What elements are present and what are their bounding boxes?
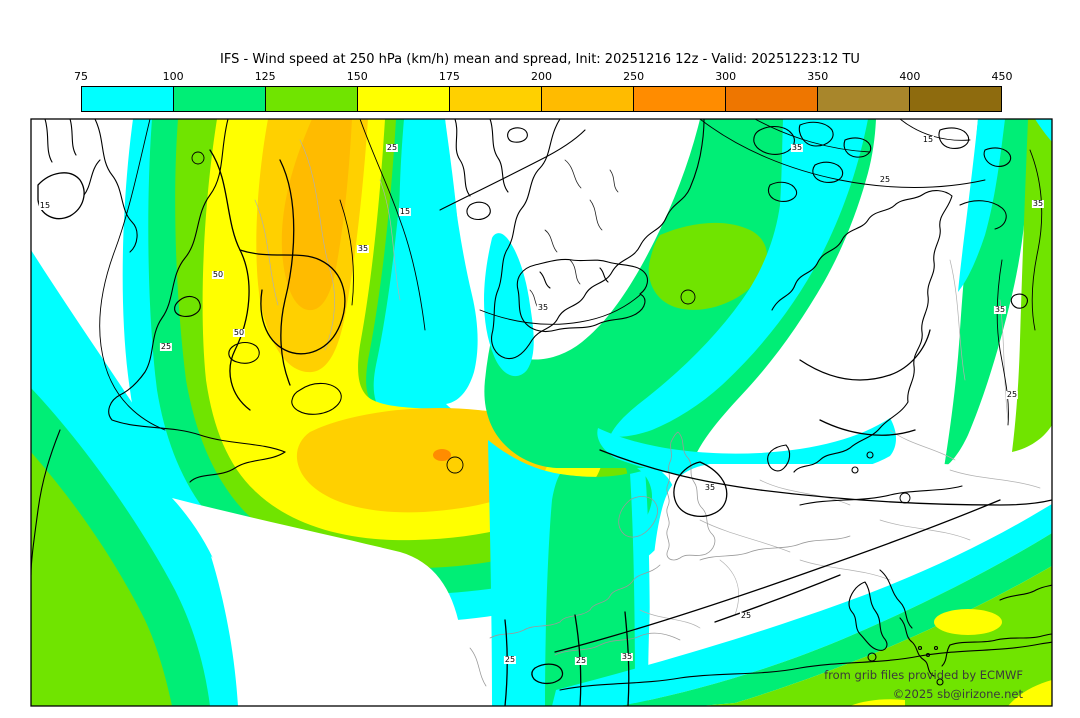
colorbar-tick: 125 <box>254 70 276 83</box>
page-title: IFS - Wind speed at 250 hPa (km/h) mean … <box>220 52 860 67</box>
colorbar-segment <box>818 87 910 111</box>
colorbar-tick: 100 <box>162 70 184 83</box>
colorbar-segment <box>450 87 542 111</box>
colorbar-tick: 350 <box>807 70 829 83</box>
colorbar-ticks: 75 100 125 150 175 200 250 300 350 400 450 <box>74 70 1013 84</box>
colorbar-segment <box>266 87 358 111</box>
colorbar-tick: 250 <box>623 70 645 83</box>
colorbar-segment <box>910 87 1001 111</box>
attribution-copyright: ©2025 sb@irizone.net <box>892 687 1023 701</box>
spread-contour-layer <box>37 119 1052 706</box>
colorbar <box>81 86 1002 112</box>
map-frame <box>30 118 1053 707</box>
colorbar-segment <box>542 87 634 111</box>
colorbar-tick: 200 <box>531 70 552 83</box>
colorbar-tick: 75 <box>74 70 88 83</box>
colorbar-segment <box>634 87 726 111</box>
colorbar-tick: 450 <box>991 70 1013 83</box>
colorbar-tick: 175 <box>438 70 460 83</box>
colorbar-segment <box>174 87 266 111</box>
wind-speed-fill-layer <box>31 119 1052 706</box>
colorbar-tick: 400 <box>899 70 921 83</box>
colorbar-segment <box>82 87 174 111</box>
colorbar-tick: 300 <box>715 70 737 83</box>
coastline-layer <box>31 119 1052 691</box>
colorbar-segment <box>726 87 818 111</box>
attribution-source: from grib files provided by ECMWF <box>824 668 1023 682</box>
colorbar-segment <box>358 87 450 111</box>
colorbar-tick: 150 <box>346 70 368 83</box>
